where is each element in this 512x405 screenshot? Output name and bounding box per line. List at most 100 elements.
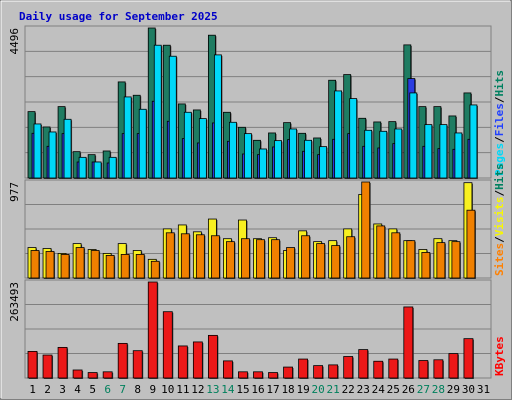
kbytes-bar-kbytes-day15 (238, 371, 248, 379)
visits-bar-sites-day25 (391, 232, 401, 279)
hits-bar-pages-day10 (168, 55, 177, 179)
x-tick-label: 19 (296, 383, 309, 396)
x-tick-label: 23 (357, 383, 370, 396)
kbytes-bar-kbytes-day18 (283, 366, 293, 379)
kbytes-bar-kbytes-day29 (448, 353, 459, 379)
x-tick-label: 18 (281, 383, 294, 396)
x-tick-label: 27 (417, 383, 430, 396)
x-tick-label: 4 (74, 383, 81, 396)
visits-panel: 977 Sites/Visits/Hits (8, 163, 506, 279)
visits-bar-sites-day19 (301, 235, 310, 279)
x-tick-label: 25 (387, 383, 400, 396)
visits-bar-sites-day30 (466, 209, 476, 279)
visits-ymax-label: 977 (8, 182, 21, 202)
kbytes-bar-kbytes-day7 (117, 342, 128, 379)
visits-bar-sites-day29 (451, 241, 461, 279)
hits-bar-pages-day8 (138, 108, 147, 179)
visits-legend-separator: / (493, 236, 506, 243)
hits-bar-pages-day6 (108, 156, 117, 179)
visits-bar-sites-day14 (226, 241, 235, 279)
visits-bar-sites-day13 (210, 235, 220, 279)
hits-bar-pages-day16 (259, 148, 267, 179)
x-tick-label: 22 (342, 383, 355, 396)
x-tick-label: 9 (149, 383, 156, 396)
x-tick-label: 6 (104, 383, 111, 396)
visits-bar-sites-day9 (150, 260, 160, 279)
hits-bar-pages-day9 (153, 44, 162, 179)
kbytes-bar-kbytes-day8 (132, 350, 143, 379)
hits-bar-pages-day22 (349, 98, 358, 179)
visits-bar-sites-day8 (135, 254, 145, 279)
visits-bar-sites-day18 (286, 247, 295, 279)
kbytes-ymax-label: 263493 (8, 282, 21, 322)
x-tick-label: 21 (327, 383, 340, 396)
kbytes-bar-kbytes-day27 (418, 360, 429, 379)
kbytes-bar-kbytes-day3 (57, 346, 68, 379)
chart-panels: 4496Pages/Files/Hits977Sites/Visits/Hits… (8, 25, 506, 379)
visits-bar-sites-day1 (30, 250, 40, 279)
visits-bar-sites-day27 (421, 252, 431, 279)
visits-bar-sites-day12 (195, 234, 205, 279)
visits-bar-sites-day6 (105, 255, 115, 279)
kbytes-bar-kbytes-day20 (313, 365, 324, 379)
hits-bar-pages-day30 (469, 104, 478, 179)
kbytes-bar-kbytes-day26 (403, 306, 414, 379)
visits-legend-hits: Hits (493, 163, 506, 190)
visits-bar-sites-day10 (165, 232, 175, 279)
x-tick-label: 3 (59, 383, 66, 396)
hits-bar-pages-day3 (63, 118, 72, 179)
hits-bar-pages-day13 (213, 54, 222, 179)
visits-bar-sites-day16 (256, 239, 265, 279)
kbytes-bar-kbytes-day23 (358, 349, 369, 379)
hits-legend-files: Files (493, 103, 506, 136)
kbytes-legend-kbytes: KBytes (493, 336, 506, 376)
visits-bar-sites-day17 (271, 239, 280, 279)
hits-bar-pages-day28 (439, 124, 448, 179)
kbytes-bar-kbytes-day21 (328, 364, 339, 379)
x-tick-label: 15 (236, 383, 249, 396)
hits-bar-pages-day11 (183, 111, 192, 179)
visits-bar-sites-day24 (376, 225, 386, 279)
visits-legend: Sites/Visits/Hits (493, 163, 506, 276)
hits-bar-pages-day18 (289, 128, 297, 179)
hits-bar-pages-day4 (78, 156, 87, 179)
kbytes-bar-kbytes-day6 (102, 371, 113, 379)
hits-bar-pages-day15 (244, 133, 252, 179)
kbytes-bar-kbytes-day10 (162, 311, 173, 379)
hits-bar-pages-day29 (454, 132, 463, 179)
kbytes-bar-kbytes-day12 (192, 341, 203, 379)
x-tick-label: 13 (206, 383, 219, 396)
x-tick-label: 29 (447, 383, 460, 396)
hits-bar-pages-day17 (274, 140, 282, 179)
visits-bar-sites-day11 (180, 233, 190, 279)
hits-ymax-label: 4496 (8, 28, 21, 55)
x-tick-label: 12 (191, 383, 204, 396)
kbytes-bar-kbytes-day22 (343, 356, 354, 379)
visits-bar-sites-day23 (361, 181, 371, 279)
x-tick-label: 5 (89, 383, 96, 396)
kbytes-panel: 263493 KBytes (8, 279, 506, 379)
kbytes-bar-kbytes-day24 (373, 360, 384, 379)
hits-legend-pages: Pages (493, 143, 506, 176)
hits-bar-pages-day14 (229, 121, 237, 179)
kbytes-bar-kbytes-day4 (72, 369, 83, 379)
hits-bar-pages-day27 (424, 124, 433, 179)
kbytes-bar-kbytes-day30 (463, 338, 474, 379)
kbytes-bar-kbytes-day14 (223, 360, 233, 379)
x-tick-label: 1 (29, 383, 36, 396)
hits-bar-pages-day24 (379, 130, 388, 179)
kbytes-bar-kbytes-day1 (27, 351, 38, 379)
kbytes-bar-kbytes-day13 (207, 334, 218, 379)
x-axis-labels: 1 2 3 4 5 6 7 8 9 10 11 12 13 14 15 16 17 18 19 20 21 22 23 24 2… (29, 383, 490, 396)
x-tick-label: 14 (221, 383, 235, 396)
visits-bar-sites-day2 (45, 251, 55, 279)
hits-bar-pages-day12 (198, 118, 207, 179)
visits-bar-sites-day7 (120, 254, 130, 279)
visits-legend-separator: / (493, 190, 506, 197)
kbytes-legend: KBytes (493, 336, 506, 376)
visits-bar-sites-day28 (436, 242, 446, 279)
x-tick-label: 20 (312, 383, 325, 396)
hits-bar-pages-day21 (334, 90, 343, 179)
hits-legend-separator: / (493, 96, 506, 103)
